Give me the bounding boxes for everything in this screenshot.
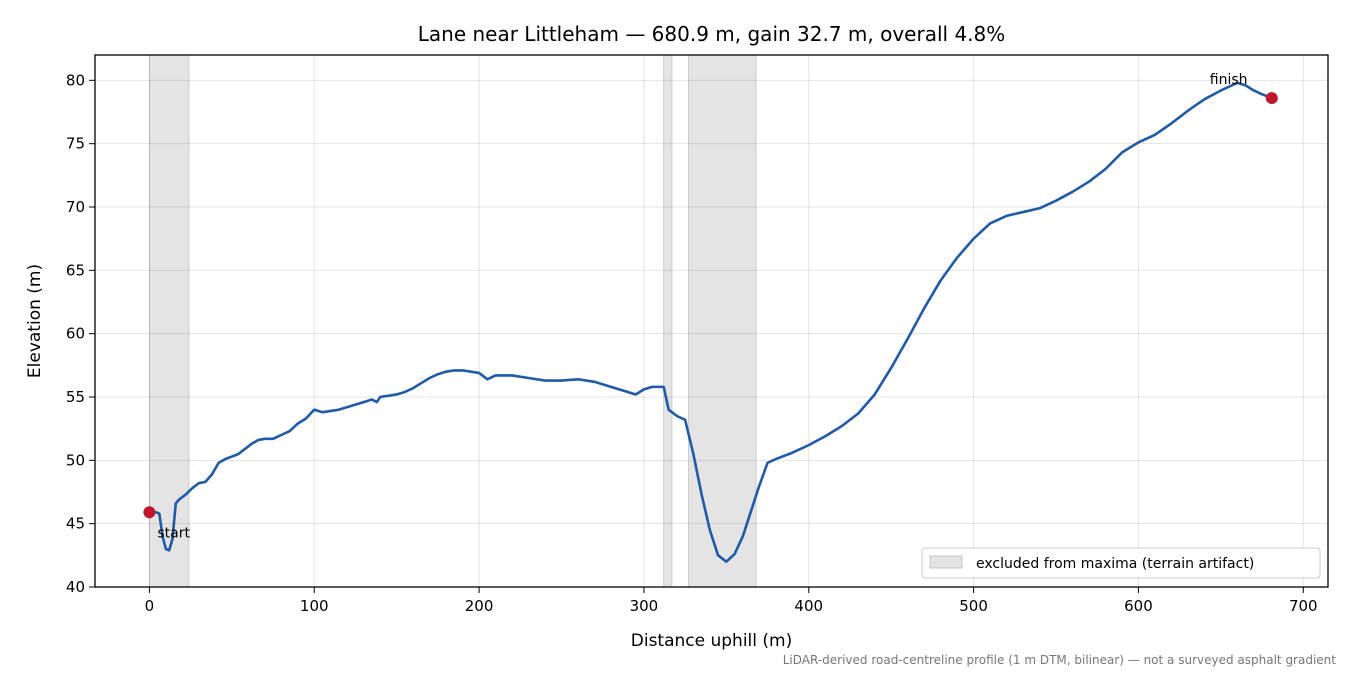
- x-tick-label: 200: [465, 597, 494, 615]
- start-label: start: [157, 525, 190, 541]
- x-tick-label: 400: [794, 597, 823, 615]
- y-tick-label: 55: [66, 388, 85, 406]
- footnote: LiDAR-derived road-centreline profile (1…: [783, 653, 1337, 667]
- y-tick-label: 70: [66, 198, 85, 216]
- x-tick-label: 0: [145, 597, 155, 615]
- y-tick-label: 45: [66, 515, 85, 533]
- x-tick-label: 300: [630, 597, 659, 615]
- endpoint-markers: start finish: [143, 72, 1278, 541]
- y-tick-label: 75: [66, 135, 85, 153]
- chart-title: Lane near Littleham — 680.9 m, gain 32.7…: [418, 22, 1006, 46]
- finish-marker: [1265, 92, 1278, 105]
- finish-label: finish: [1210, 72, 1248, 88]
- start-marker: [143, 506, 156, 519]
- legend-swatch: [929, 555, 963, 569]
- y-tick-label: 60: [66, 325, 85, 343]
- x-tick-label: 700: [1289, 597, 1318, 615]
- x-tick-label: 600: [1124, 597, 1153, 615]
- x-axis-ticks: 0 100 200 300 400 500 600 700: [145, 587, 1318, 615]
- excluded-ranges: [148, 54, 757, 588]
- y-tick-label: 80: [66, 71, 85, 89]
- x-tick-label: 500: [959, 597, 988, 615]
- y-axis-ticks: 40 45 50 55 60 65 70 75 80: [66, 71, 95, 596]
- x-axis-label: Distance uphill (m): [631, 631, 792, 651]
- x-tick-label: 100: [300, 597, 329, 615]
- y-tick-label: 65: [66, 261, 85, 279]
- y-axis-label: Elevation (m): [25, 264, 45, 378]
- plot-frame: [94, 54, 1329, 588]
- excluded-band: [663, 54, 673, 588]
- excluded-band: [688, 54, 757, 588]
- grid-lines: [95, 55, 1328, 588]
- y-tick-label: 50: [66, 451, 85, 469]
- elevation-line: [148, 81, 1274, 563]
- legend: excluded from maxima (terrain artifact): [921, 547, 1321, 579]
- legend-label: excluded from maxima (terrain artifact): [976, 556, 1254, 572]
- y-tick-label: 40: [66, 578, 85, 596]
- legend-box: [921, 547, 1321, 579]
- excluded-band: [148, 54, 190, 588]
